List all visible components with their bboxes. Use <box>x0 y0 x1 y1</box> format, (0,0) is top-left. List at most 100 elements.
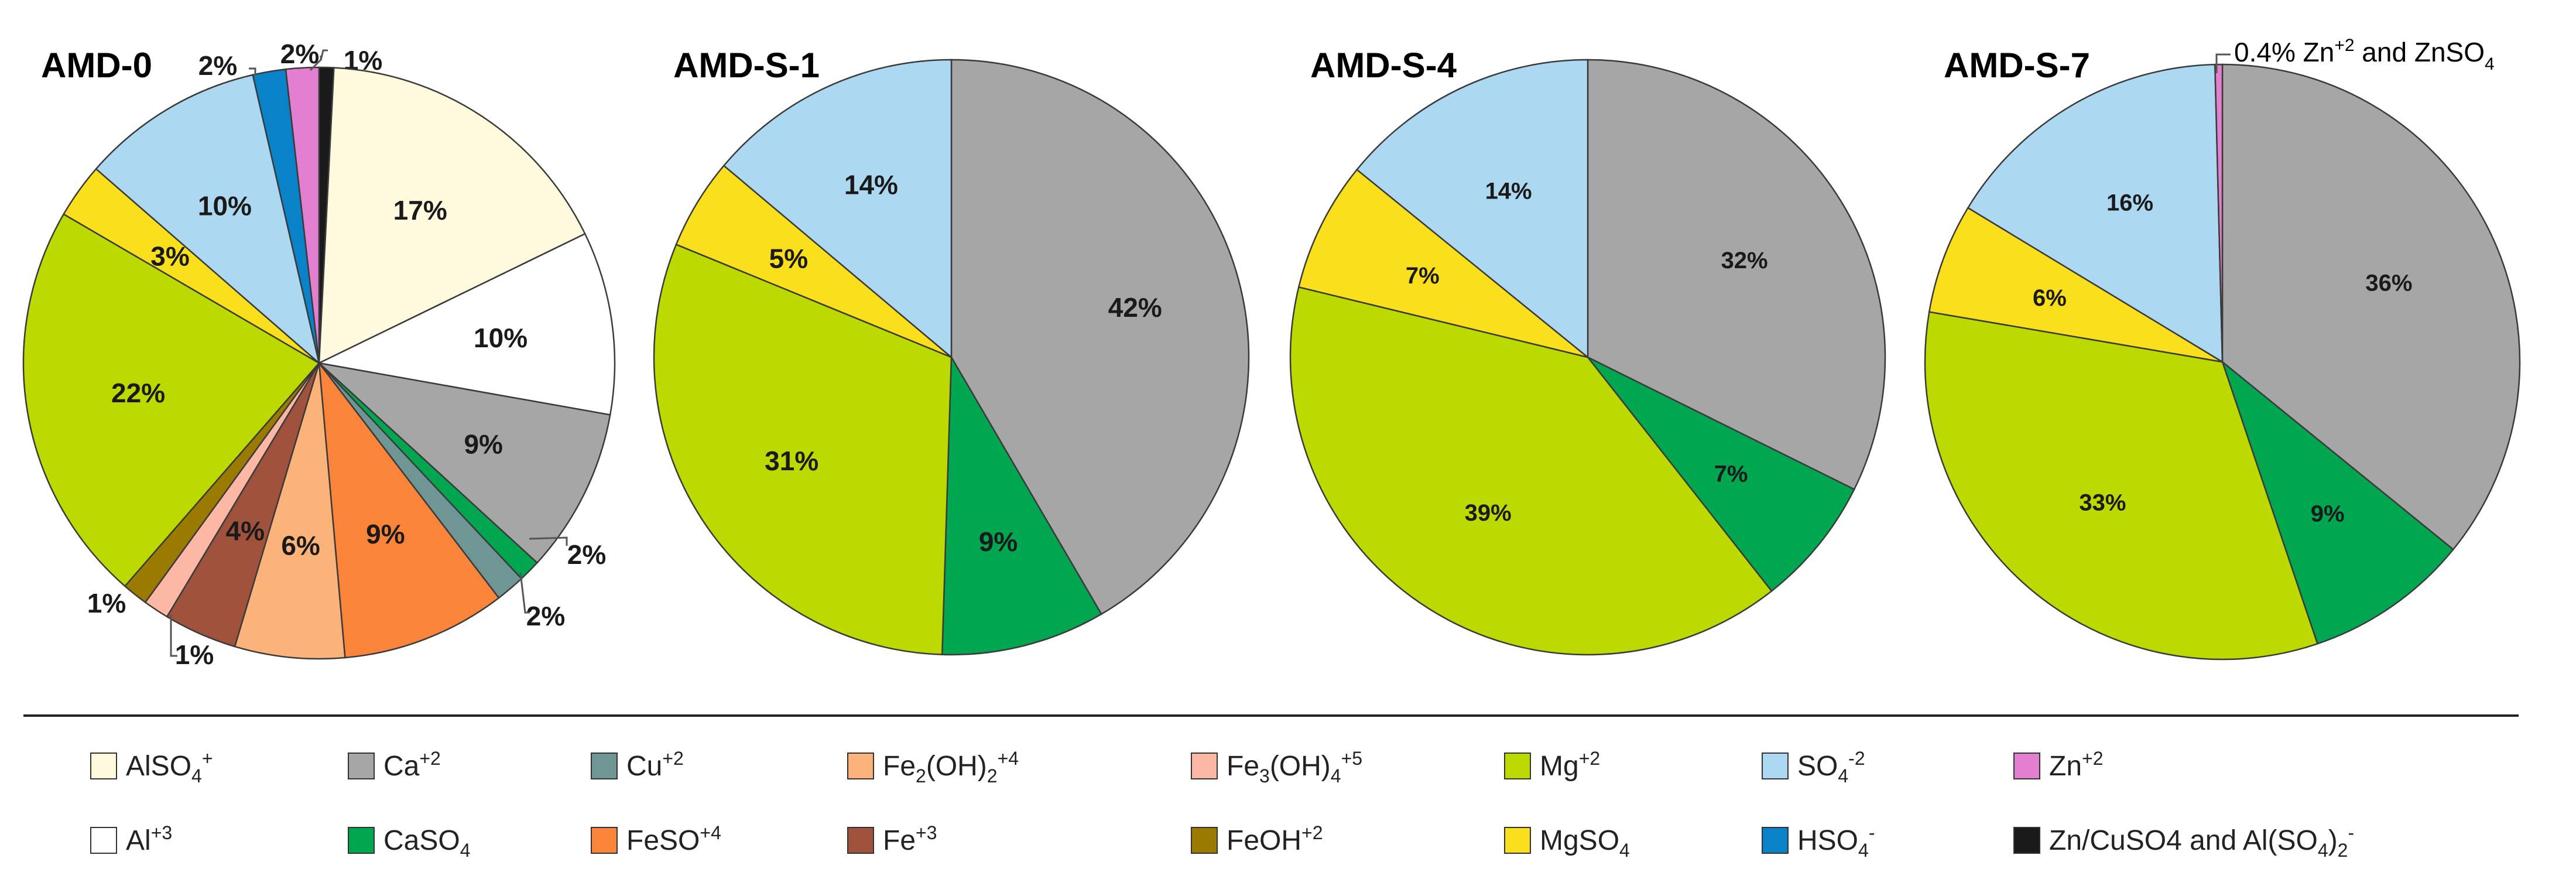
slice-label: 42% <box>1108 292 1162 323</box>
legend-swatch <box>591 827 618 854</box>
legend-label: Zn/CuSO4 and Al(SO4)2- <box>2049 822 2354 861</box>
legend-label: Cu+2 <box>626 748 684 782</box>
slice-label: 6% <box>2033 285 2067 311</box>
legend-swatch <box>348 827 375 854</box>
slice-label: 14% <box>1485 179 1532 204</box>
legend-item-so4-2: SO4-2 <box>1762 748 1865 786</box>
legend-swatch <box>847 827 874 854</box>
slice-label: 36% <box>2365 271 2412 296</box>
legend-item-feoh-2: FeOH+2 <box>1191 822 1323 856</box>
legend-label: SO4-2 <box>1797 748 1865 786</box>
legend-item-hso4: HSO4- <box>1762 822 1875 861</box>
slice-caso4 <box>1587 356 1855 593</box>
slice-zn-2-and-znso4 <box>2214 63 2224 362</box>
slice-label: 2% <box>526 601 565 631</box>
pies-group: AMD-0 1%17%10%9%2%2%9%6%4%1%1%22%3%10%2% 2… <box>22 39 2521 670</box>
slice-label: 6% <box>281 531 320 561</box>
slice-label: 16% <box>2106 190 2153 216</box>
legend-swatch <box>1762 753 1789 779</box>
slice-label: 2% <box>567 539 606 570</box>
legend-swatch <box>1504 827 1531 854</box>
legend-item-ca-2: Ca+2 <box>348 748 441 782</box>
leader-line <box>309 56 322 71</box>
slice-fe2-oh-2-4 <box>234 362 346 660</box>
slice-mgso4 <box>1297 168 1588 358</box>
legend-label: CaSO4 <box>383 825 471 861</box>
leader-line <box>249 67 256 75</box>
slice-label: 5% <box>769 244 808 274</box>
legend-label: Zn+2 <box>2049 748 2104 782</box>
legend-swatch <box>1762 827 1789 854</box>
legend-swatch <box>847 753 874 779</box>
amd-s7-zn-annotation: 0.4% Zn+2 and ZnSO4 <box>2215 36 2495 74</box>
slice-al-3 <box>316 232 616 416</box>
legend-swatch <box>90 827 117 854</box>
legend-item-zn-cuso4-and-al-so4-2: Zn/CuSO4 and Al(SO4)2- <box>2013 822 2354 861</box>
legend-label: Fe+3 <box>883 822 937 856</box>
slice-ca-2 <box>1587 59 1886 491</box>
pie-title: AMD-S-4 <box>1310 46 1457 85</box>
slice-label: 17% <box>393 195 447 225</box>
legend-item-cu-2: Cu+2 <box>591 748 684 782</box>
slice-so4-2 <box>1355 59 1589 359</box>
slice-mgso4 <box>1928 207 2223 363</box>
legend-label: Fe3(OH)4+5 <box>1227 748 1362 786</box>
pie-title: AMD-0 <box>41 46 152 85</box>
slice-ca-2 <box>2221 63 2521 551</box>
slice-label: 10% <box>474 323 527 353</box>
slice-label: 9% <box>2311 501 2345 527</box>
slice-label: 2% <box>198 50 237 81</box>
legend-swatch <box>348 753 375 779</box>
slice-label: 33% <box>2079 490 2126 515</box>
slice-zn-2 <box>285 66 320 364</box>
legend-label: Ca+2 <box>383 748 441 782</box>
slice-label: 4% <box>226 516 265 546</box>
legend-item-mg-2: Mg+2 <box>1504 748 1600 782</box>
legend-item-al-3: Al+3 <box>90 822 172 856</box>
legend-label: MgSO4 <box>1540 825 1630 861</box>
slice-label: 7% <box>1406 263 1440 289</box>
slice-also4 <box>318 67 586 365</box>
slice-label: 22% <box>111 378 165 408</box>
slice-caso4 <box>2221 360 2455 645</box>
slice-mg-2 <box>22 213 320 587</box>
legend-label: FeSO+4 <box>626 822 721 856</box>
leader-line <box>519 572 530 614</box>
pie-amd-s-4: AMD-S-4 32% 7% 39% 7% 14% <box>1289 46 1886 656</box>
slice-label: 32% <box>1721 248 1768 273</box>
slice-label: 31% <box>765 446 818 476</box>
legend-item-also4: AlSO4+ <box>90 748 213 786</box>
slice-label: 10% <box>198 191 252 221</box>
slice-label: 1% <box>175 639 214 670</box>
legend-label: Fe2(OH)2+4 <box>883 748 1019 786</box>
amd-s7-zn-leader-line <box>2215 53 2231 73</box>
leader-line <box>529 536 568 546</box>
slice-mg-2 <box>1289 286 1773 656</box>
pie-title: AMD-S-7 <box>1944 46 2090 85</box>
legend: AlSO4+ Ca+2 Cu+2 Fe2(OH)2+4 Fe3(OH)4+5 Mg+2 SO… <box>90 748 2354 861</box>
legend-label: FeOH+2 <box>1227 822 1323 856</box>
slice-mg-2 <box>1924 311 2318 661</box>
slice-label: 9% <box>464 429 502 460</box>
legend-item-caso4: CaSO4 <box>348 825 471 861</box>
legend-label: Al+3 <box>126 822 172 856</box>
legend-swatch <box>90 753 117 779</box>
legend-swatch <box>591 753 618 779</box>
pie-title: AMD-S-1 <box>673 46 820 85</box>
slice-caso4 <box>941 354 1102 656</box>
pie-amd-s-1: AMD-S-1 42% 9% 31% 5% 14% <box>653 46 1250 656</box>
slice-label: 1% <box>87 588 126 618</box>
pie-amd-s-7: AMD-S-7 36% 9% 33% 6% 16% <box>1924 46 2521 661</box>
legend-item-zn-2: Zn+2 <box>2013 748 2104 782</box>
legend-item-fe3-oh-4-5: Fe3(OH)4+5 <box>1191 748 1362 786</box>
slice-label: 9% <box>979 526 1018 557</box>
legend-swatch <box>1191 753 1218 779</box>
legend-label: Mg+2 <box>1540 748 1600 782</box>
legend-swatch <box>1504 753 1531 779</box>
slice-label: 3% <box>150 241 189 272</box>
slice-label: 7% <box>1714 461 1748 487</box>
slice-mgso4 <box>675 165 952 358</box>
slice-so4-2 <box>95 74 321 365</box>
slice-label: 39% <box>1465 500 1512 526</box>
